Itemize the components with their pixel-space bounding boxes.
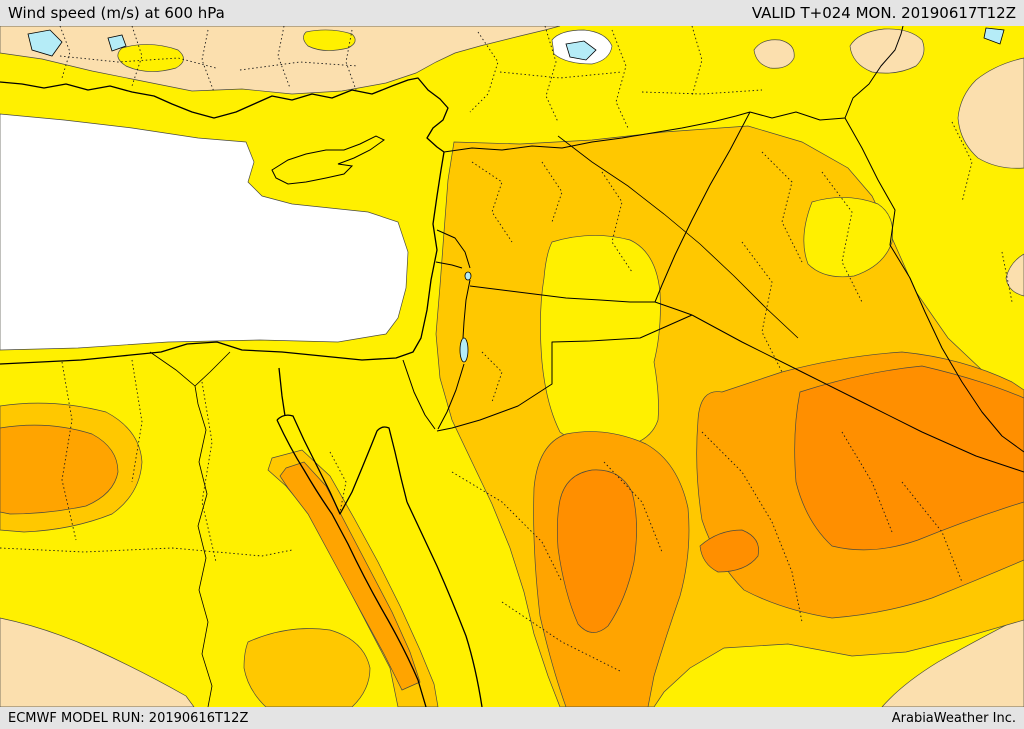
country-borders	[402, 26, 1024, 473]
attribution-label: ArabiaWeather Inc.	[891, 710, 1016, 726]
map-header-bar: Wind speed (m/s) at 600 hPa VALID T+024 …	[0, 0, 1024, 26]
yellow-patches	[117, 29, 356, 72]
lakes	[27, 27, 1005, 363]
yellow-holes	[540, 197, 894, 449]
valid-time-label: VALID T+024 MON. 20190617T12Z	[751, 4, 1016, 22]
coastlines	[0, 77, 483, 707]
map-footer-bar: ECMWF MODEL RUN: 20190616T12Z ArabiaWeat…	[0, 707, 1024, 729]
nile-river	[149, 351, 231, 707]
cyprus-island	[271, 135, 385, 185]
province-borders-dotted	[0, 26, 1013, 673]
wind-speed-map	[0, 26, 1024, 707]
deep-orange-regions	[556, 365, 1024, 633]
euphrates-river	[557, 135, 799, 339]
model-run-label: ECMWF MODEL RUN: 20190616T12Z	[8, 710, 249, 726]
map-title: Wind speed (m/s) at 600 hPa	[8, 4, 225, 22]
cream-band-regions	[0, 26, 1024, 707]
